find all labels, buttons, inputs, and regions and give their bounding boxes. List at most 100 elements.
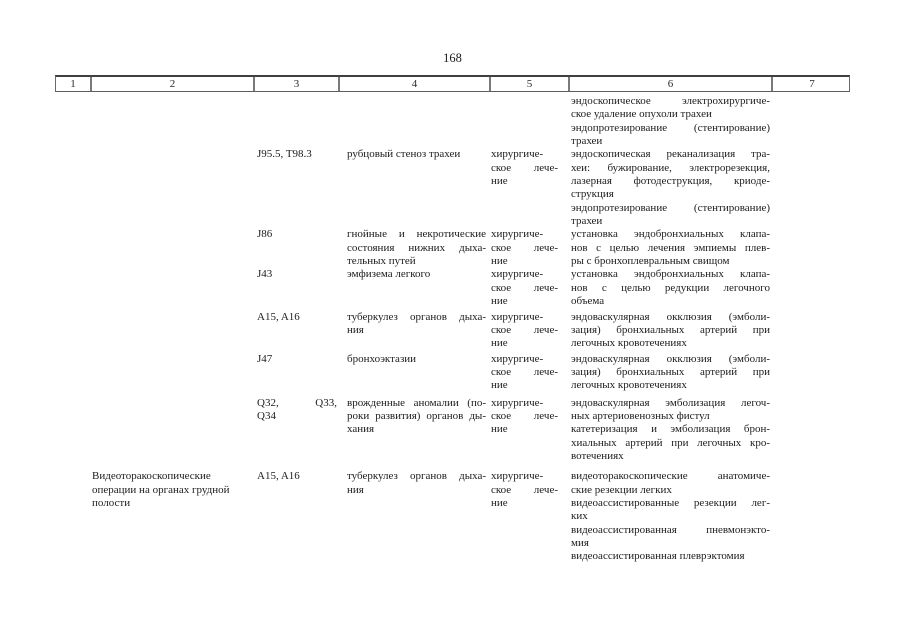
text-line: ние <box>491 423 508 436</box>
text-line: установка эндобронхиальных клапа- <box>571 228 770 241</box>
text-line: легочных кровотечениях <box>571 379 687 392</box>
text-line: тельных путей <box>347 255 416 268</box>
table-cell-col3: Q32, Q33, Q34 <box>252 397 337 464</box>
paragraph: рубцовый стеноз трахеи <box>347 148 486 161</box>
text-line: ское лече- <box>491 409 558 422</box>
paragraph: эмфизема легкого <box>347 268 486 281</box>
paragraph: Q32, Q33, Q34 <box>257 397 337 424</box>
paragraph: эндопротезирование (стентирование) трахеи <box>571 122 770 149</box>
text-line: зация) бронхиальных артерий при <box>571 323 770 336</box>
table-cell-col6: эндоваскулярная эмболизация легоч-ных ар… <box>567 397 770 464</box>
table-cell-col2 <box>89 228 252 268</box>
table-cell-col7 <box>770 353 850 393</box>
table-row: J47 бронхоэктазии хирургиче-ское лече-ние э… <box>55 353 850 393</box>
text-line: трахеи <box>571 215 603 228</box>
text-line: объема <box>571 295 605 308</box>
text-line: бронхоэктазии <box>347 352 417 365</box>
text-line: хеи: бужирование, электрорезекция, <box>571 161 770 174</box>
text-line: J95.5, T98.3 <box>257 148 312 161</box>
text-line: ние <box>491 379 508 392</box>
text-line: хирургиче- <box>491 470 544 483</box>
text-line: видеоассистированная плеврэктомия <box>571 550 745 563</box>
table-cell-col1 <box>55 148 89 228</box>
paragraph: J47 <box>257 353 337 366</box>
paragraph: A15, A16 <box>257 470 337 483</box>
table-cell-col7 <box>770 95 850 148</box>
paragraph: хирургиче-ское лече-ние <box>491 353 558 393</box>
paragraph: хирургиче-ское лече-ние <box>491 311 558 351</box>
table-cell-col7 <box>770 228 850 268</box>
paragraph: гнойные и некротические состояния нижних … <box>347 228 486 268</box>
text-line: эндопротезирование (стентирование) <box>571 201 770 214</box>
table-cell-col3: J95.5, T98.3 <box>252 148 337 228</box>
text-line: трахеи <box>571 135 603 148</box>
paragraph: видеоторакоскопические анатомиче-ские ре… <box>571 470 770 497</box>
table-cell-col3: J47 <box>252 353 337 393</box>
paragraph: J86 <box>257 228 337 241</box>
paragraph: эндоваскулярная окклюзия (эмболи-зация) … <box>571 311 770 351</box>
paragraph: хирургиче-ское лече-ние <box>491 470 558 510</box>
text-line: нов с целью редукции легочного <box>571 281 770 294</box>
text-line: полости <box>92 496 131 509</box>
text-line: ское лече- <box>491 241 558 254</box>
text-line: ние <box>491 175 508 188</box>
text-line: эндоваскулярная окклюзия (эмболи- <box>571 352 770 365</box>
text-line: ние <box>491 255 508 268</box>
paragraph: A15, A16 <box>257 311 337 324</box>
paragraph: эндоскопическое электрохирургиче-ское уд… <box>571 95 770 122</box>
column-number: 3 <box>253 77 338 91</box>
table-cell-col1 <box>55 311 89 351</box>
table-cell-col7 <box>770 470 850 563</box>
table-row: J43 эмфизема легкого хирургиче-ское лече-н… <box>55 268 850 308</box>
paragraph: эндоваскулярная окклюзия (эмболи-зация) … <box>571 353 770 393</box>
text-line: J47 <box>257 352 273 365</box>
text-line: лазерная фотодеструкция, криоде- <box>571 175 770 188</box>
text-line: эндоваскулярная окклюзия (эмболи- <box>571 310 770 323</box>
text-line: установка эндобронхиальных клапа- <box>571 268 770 281</box>
table-row: эндоскопическое электрохирургиче-ское уд… <box>55 95 850 148</box>
text-line: ния <box>347 483 364 496</box>
table-cell-col4: туберкулез органов дыха-ния <box>337 470 488 563</box>
table-cell-col1 <box>55 470 89 563</box>
text-line: ское лече- <box>491 323 558 336</box>
text-line: зация) бронхиальных артерий при <box>571 365 770 378</box>
text-line: хирургиче- <box>491 396 544 409</box>
text-line: хирургиче- <box>491 268 544 281</box>
text-line: ких <box>571 510 588 523</box>
text-line: хирургиче- <box>491 148 544 161</box>
table-cell-col4: туберкулез органов дыха-ния <box>337 311 488 351</box>
table-cell-col4: бронхоэктазии <box>337 353 488 393</box>
text-line: эндоскопическая реканализация тра- <box>571 148 770 161</box>
text-line: хирургиче- <box>491 352 544 365</box>
table-cell-col3: J43 <box>252 268 337 308</box>
paragraph: хирургиче-ское лече-ние <box>491 148 558 188</box>
table-row: A15, A16 туберкулез органов дыха-ния хирур… <box>55 311 850 351</box>
paragraph: туберкулез органов дыха-ния <box>347 470 486 497</box>
text-line: A15, A16 <box>257 310 300 323</box>
text-line: хирургиче- <box>491 310 544 323</box>
text-line: врожденные аномалии (по- <box>347 396 486 409</box>
text-line: туберкулез органов дыха- <box>347 470 486 483</box>
text-line: ных артериовенозных фистул <box>571 409 710 422</box>
table-cell-col1 <box>55 95 89 148</box>
paragraph: хирургиче-ское лече-ние <box>491 268 558 308</box>
table-cell-col2: Видеоторакоскопические операции на органа… <box>89 470 252 563</box>
text-line: A15, A16 <box>257 470 300 483</box>
table-cell-col6: видеоторакоскопические анатомиче-ские ре… <box>567 470 770 563</box>
text-line: ские резекции легких <box>571 483 672 496</box>
table-row: Видеоторакоскопические операции на органа… <box>55 470 850 563</box>
text-line: ское лече- <box>491 161 558 174</box>
text-line: ры с бронхоплевральным свищом <box>571 255 730 268</box>
column-number: 6 <box>568 77 771 91</box>
paragraph: установка эндобронхиальных клапа-нов с ц… <box>571 228 770 268</box>
table-cell-col7 <box>770 397 850 464</box>
text-line: нов с целью лечения эмпиемы плев- <box>571 241 770 254</box>
table-cell-col5: хирургиче-ское лече-ние <box>488 311 567 351</box>
text-line: туберкулез органов дыха- <box>347 310 486 323</box>
table-cell-col6: эндоваскулярная окклюзия (эмболи-зация) … <box>567 353 770 393</box>
table-cell-col5: хирургиче-ское лече-ние <box>488 470 567 563</box>
table-cell-col5 <box>488 95 567 148</box>
text-line: ское лече- <box>491 483 558 496</box>
table-cell-col7 <box>770 148 850 228</box>
